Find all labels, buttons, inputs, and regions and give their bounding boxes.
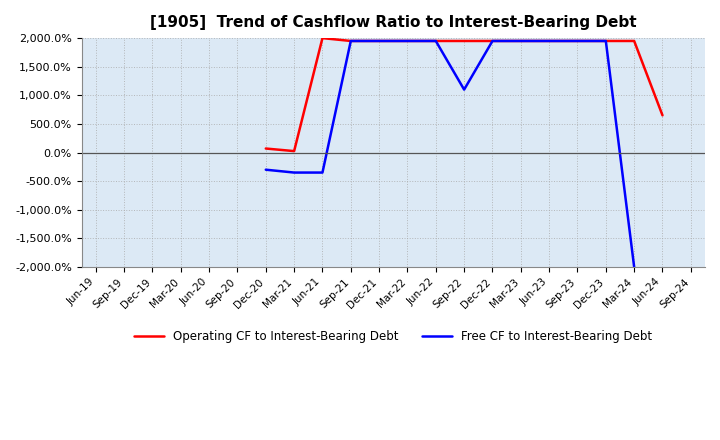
Line: Free CF to Interest-Bearing Debt: Free CF to Interest-Bearing Debt [266, 41, 634, 267]
Free CF to Interest-Bearing Debt [601, 38, 610, 44]
Free CF to Interest-Bearing Debt [460, 87, 469, 92]
Free CF to Interest-Bearing Debt [516, 38, 525, 44]
Free CF to Interest-Bearing Debt [403, 38, 412, 44]
Operating CF to Interest-Bearing Debt [375, 38, 384, 44]
Operating CF to Interest-Bearing Debt [318, 36, 327, 41]
Operating CF to Interest-Bearing Debt [261, 146, 270, 151]
Free CF to Interest-Bearing Debt [431, 38, 440, 44]
Operating CF to Interest-Bearing Debt [403, 38, 412, 44]
Line: Operating CF to Interest-Bearing Debt: Operating CF to Interest-Bearing Debt [266, 38, 662, 151]
Title: [1905]  Trend of Cashflow Ratio to Interest-Bearing Debt: [1905] Trend of Cashflow Ratio to Intere… [150, 15, 636, 30]
Operating CF to Interest-Bearing Debt [290, 148, 299, 154]
Free CF to Interest-Bearing Debt [488, 38, 497, 44]
Free CF to Interest-Bearing Debt [261, 167, 270, 172]
Free CF to Interest-Bearing Debt [375, 38, 384, 44]
Free CF to Interest-Bearing Debt [346, 38, 355, 44]
Free CF to Interest-Bearing Debt [318, 170, 327, 175]
Operating CF to Interest-Bearing Debt [460, 38, 469, 44]
Operating CF to Interest-Bearing Debt [488, 38, 497, 44]
Operating CF to Interest-Bearing Debt [545, 38, 554, 44]
Operating CF to Interest-Bearing Debt [346, 38, 355, 44]
Operating CF to Interest-Bearing Debt [658, 113, 667, 118]
Legend: Operating CF to Interest-Bearing Debt, Free CF to Interest-Bearing Debt: Operating CF to Interest-Bearing Debt, F… [130, 326, 657, 348]
Operating CF to Interest-Bearing Debt [630, 38, 639, 44]
Operating CF to Interest-Bearing Debt [601, 38, 610, 44]
Free CF to Interest-Bearing Debt [573, 38, 582, 44]
Free CF to Interest-Bearing Debt [630, 264, 639, 270]
Operating CF to Interest-Bearing Debt [431, 38, 440, 44]
Operating CF to Interest-Bearing Debt [516, 38, 525, 44]
Free CF to Interest-Bearing Debt [290, 170, 299, 175]
Free CF to Interest-Bearing Debt [545, 38, 554, 44]
Operating CF to Interest-Bearing Debt [573, 38, 582, 44]
